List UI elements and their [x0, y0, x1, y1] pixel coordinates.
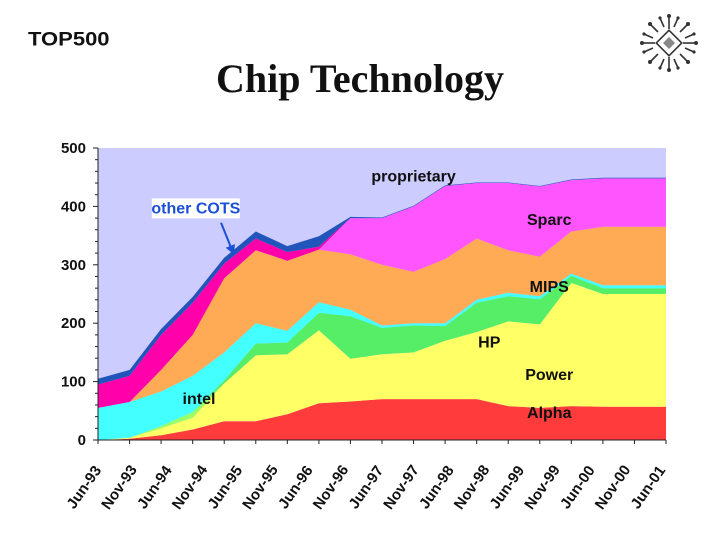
series-label-other_cots: other COTS [151, 200, 240, 217]
y-tick-label: 500 [61, 140, 86, 157]
x-tick-label: Jun-00 [557, 463, 599, 512]
area-sparc [98, 178, 666, 408]
series-label-power: Power [525, 367, 573, 384]
area-other-cots [98, 178, 666, 408]
x-tick-label: Jun-93 [63, 463, 105, 512]
series-label-alpha: Alpha [527, 405, 572, 422]
area-alpha [98, 399, 666, 440]
area-power [98, 282, 666, 440]
area-cyan [98, 273, 666, 440]
x-tick-label: Jun-01 [627, 463, 669, 512]
x-tick-label: Nov-98 [451, 462, 494, 513]
x-tick-label: Jun-98 [416, 463, 458, 512]
series-label-hp: HP [478, 335, 501, 352]
label-box-other_cots [151, 198, 240, 219]
series-label-sparc: Sparc [527, 212, 572, 229]
top500-logo: TOP500 [28, 27, 110, 50]
x-tick-label: Jun-96 [275, 463, 317, 512]
x-tick-label: Nov-96 [310, 462, 353, 513]
x-tick-label: Nov-93 [98, 462, 141, 513]
series-label-proprietary: proprietary [371, 168, 456, 185]
annotation-arrowhead-icon [225, 244, 235, 255]
page-title: Chip Technology [216, 56, 504, 101]
x-tick-label: Jun-99 [486, 463, 528, 512]
x-tick-label: Jun-95 [204, 463, 246, 512]
x-tick-label: Nov-94 [169, 462, 212, 513]
y-tick-label: 100 [61, 374, 86, 391]
x-tick-label: Nov-00 [592, 462, 635, 513]
y-tick-label: 200 [61, 315, 86, 332]
x-tick-label: Nov-97 [380, 462, 423, 513]
series-label-mips: MIPS [530, 279, 569, 296]
y-tick-label: 400 [61, 198, 86, 215]
x-tick-label: Jun-97 [345, 463, 387, 512]
y-tick-label: 0 [78, 432, 86, 449]
y-tick-label: 300 [61, 257, 86, 274]
area-mips [98, 226, 666, 408]
x-tick-label: Nov-95 [239, 462, 282, 513]
x-tick-label: Nov-99 [521, 462, 564, 513]
area-hp [98, 275, 666, 440]
series-label-intel: intel [183, 391, 216, 408]
chip-logo-icon [640, 14, 698, 72]
